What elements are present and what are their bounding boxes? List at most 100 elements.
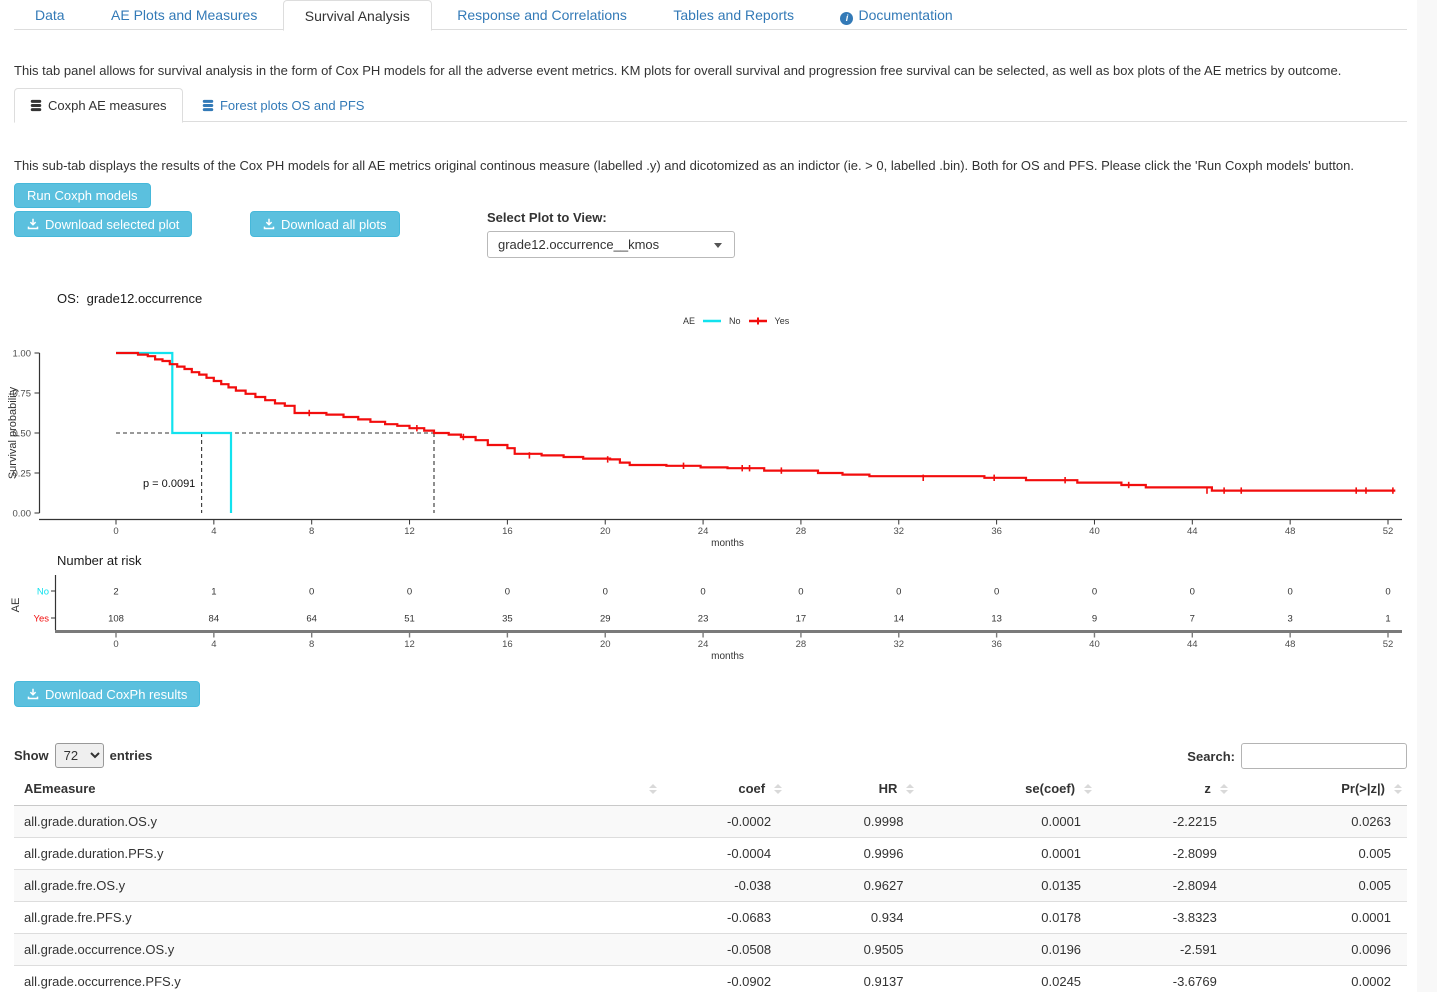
- sort-icon[interactable]: [906, 783, 915, 794]
- svg-text:8: 8: [309, 526, 314, 537]
- svg-text:1.00: 1.00: [13, 349, 32, 360]
- svg-text:24: 24: [698, 639, 709, 650]
- cell-value: -0.0902: [661, 965, 788, 992]
- legend-entry-no: No: [729, 316, 741, 326]
- svg-text:16: 16: [502, 639, 513, 650]
- database-icon: [202, 99, 214, 111]
- svg-text:9: 9: [1092, 614, 1097, 625]
- search-label: Search:: [1187, 748, 1235, 764]
- svg-text:14: 14: [893, 614, 904, 625]
- svg-text:40: 40: [1089, 639, 1100, 650]
- subtab-forest-plots-os-pfs[interactable]: Forest plots OS and PFS: [187, 88, 380, 122]
- subtab-forest-label: Forest plots OS and PFS: [219, 97, 365, 113]
- download-icon: [27, 218, 39, 230]
- sort-icon[interactable]: [1084, 783, 1093, 794]
- plot-select-dropdown[interactable]: grade12.occurrence__kmos: [487, 231, 735, 258]
- cell-value: 0.0178: [919, 901, 1098, 934]
- svg-text:2: 2: [113, 587, 118, 598]
- tab-documentation-label: Documentation: [858, 7, 953, 23]
- risk-table-title: Number at risk: [57, 553, 142, 568]
- svg-text:7: 7: [1190, 614, 1195, 625]
- cell-value: -3.8323: [1097, 901, 1233, 934]
- svg-text:28: 28: [796, 526, 807, 537]
- svg-text:No: No: [37, 587, 49, 598]
- svg-text:0: 0: [1288, 587, 1293, 598]
- cell-value: 0.9627: [787, 869, 920, 902]
- legend-title: AE: [683, 316, 696, 326]
- tab-tables-and-reports[interactable]: Tables and Reports: [673, 7, 795, 23]
- svg-text:0: 0: [309, 587, 314, 598]
- svg-text:32: 32: [893, 639, 904, 650]
- sort-icon[interactable]: [774, 783, 783, 794]
- cell-value: 0.9505: [787, 933, 920, 966]
- legend-entry-yes: Yes: [774, 316, 790, 326]
- svg-text:48: 48: [1285, 526, 1296, 537]
- cell-value: -2.2215: [1097, 805, 1233, 838]
- svg-text:0: 0: [700, 587, 705, 598]
- column-header-z[interactable]: z: [1097, 772, 1233, 806]
- column-header-label: Pr(>|z|): [1341, 781, 1385, 796]
- plot-select-value: grade12.occurrence__kmos: [498, 237, 660, 252]
- column-header-hr[interactable]: HR: [787, 772, 920, 806]
- cell-value: -3.6769: [1097, 965, 1233, 992]
- svg-text:1: 1: [211, 587, 216, 598]
- subtab-coxph-ae-measures[interactable]: Coxph AE measures: [14, 88, 183, 123]
- table-header-row: AEmeasure coef HR se(coef) z Pr(>|z|): [14, 772, 1407, 806]
- svg-text:35: 35: [502, 614, 513, 625]
- column-header-label: HR: [878, 781, 898, 796]
- download-all-plots-button[interactable]: Download all plots: [250, 211, 400, 237]
- page-length-select[interactable]: 72: [54, 743, 104, 768]
- cell-ae-measure: all.grade.duration.OS.y: [14, 805, 662, 838]
- tab-data[interactable]: Data: [35, 7, 65, 23]
- table-search-control: Search:: [1187, 743, 1407, 769]
- cell-value: -0.0508: [661, 933, 788, 966]
- svg-text:0: 0: [896, 587, 901, 598]
- cell-value: 0.9137: [787, 965, 920, 992]
- svg-text:Survival probability: Survival probability: [7, 386, 19, 479]
- svg-text:4: 4: [211, 526, 216, 537]
- column-header-pr-z[interactable]: Pr(>|z|): [1232, 772, 1407, 806]
- svg-text:8: 8: [309, 639, 314, 650]
- cell-value: -0.0683: [661, 901, 788, 934]
- svg-text:4: 4: [211, 639, 216, 650]
- tab-documentation[interactable]: i Documentation: [819, 0, 973, 30]
- column-header-label: coef: [738, 781, 766, 796]
- sub-tab-bar: Coxph AE measures Forest plots OS and PF…: [14, 88, 1407, 123]
- tab-ae-plots-and-measures[interactable]: AE Plots and Measures: [111, 7, 258, 23]
- tab-survival-analysis[interactable]: Survival Analysis: [282, 0, 432, 31]
- svg-text:0.00: 0.00: [13, 509, 32, 520]
- cell-value: -0.0002: [661, 805, 788, 838]
- svg-text:51: 51: [404, 614, 415, 625]
- download-selected-plot-button[interactable]: Download selected plot: [14, 211, 193, 237]
- sort-icon[interactable]: [1394, 783, 1402, 794]
- coxph-results-table: AEmeasure coef HR se(coef) z Pr(>|z|) all.gra…: [14, 772, 1407, 992]
- sort-icon[interactable]: [1219, 783, 1228, 794]
- svg-text:0.75: 0.75: [13, 389, 32, 400]
- table-length-control: Show 72 entries: [14, 743, 152, 768]
- cell-ae-measure: all.grade.occurrence.OS.y: [14, 933, 662, 966]
- search-input[interactable]: [1241, 743, 1407, 769]
- cell-ae-measure: all.grade.fre.OS.y: [14, 869, 662, 902]
- column-header-coef[interactable]: coef: [661, 772, 788, 806]
- cell-value: 0.0135: [919, 869, 1098, 902]
- info-circle-icon: i: [840, 12, 854, 25]
- cell-value: -2.591: [1097, 933, 1233, 966]
- sub-tab-description: This sub-tab displays the results of the…: [14, 158, 1354, 173]
- column-header-se-coef[interactable]: se(coef): [919, 772, 1098, 806]
- column-header-aemeasure[interactable]: AEmeasure: [14, 772, 662, 806]
- download-icon: [27, 688, 39, 700]
- svg-text:52: 52: [1383, 526, 1394, 537]
- svg-text:64: 64: [306, 614, 317, 625]
- svg-text:40: 40: [1089, 526, 1100, 537]
- svg-text:108: 108: [108, 614, 124, 625]
- svg-text:13: 13: [991, 614, 1002, 625]
- sort-icon[interactable]: [648, 783, 657, 794]
- page-right-gutter: [1417, 0, 1437, 992]
- tab-response-and-correlations[interactable]: Response and Correlations: [457, 7, 627, 23]
- run-coxph-models-button[interactable]: Run Coxph models: [14, 183, 151, 208]
- download-selected-plot-label: Download selected plot: [45, 216, 180, 232]
- cell-value: 0.0002: [1232, 965, 1407, 992]
- download-coxph-results-button[interactable]: Download CoxPh results: [14, 681, 201, 707]
- svg-text:0: 0: [994, 587, 999, 598]
